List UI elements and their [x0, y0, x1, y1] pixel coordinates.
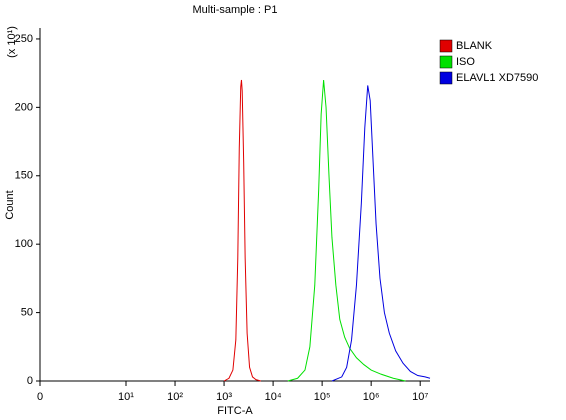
- legend-label: BLANK: [456, 40, 493, 52]
- x-tick-label: 10²: [167, 391, 183, 403]
- y-tick-label: 0: [27, 375, 33, 387]
- y-tick-label: 200: [15, 101, 33, 113]
- x-tick-label: 10¹: [118, 391, 134, 403]
- histogram-line: [287, 79, 406, 382]
- legend-label: ELAVL1 XD7590: [456, 72, 538, 84]
- histogram-line: [331, 85, 431, 382]
- x-tick-label: 10³: [216, 391, 232, 403]
- y-multiplier: (x 10¹): [6, 26, 18, 58]
- x-tick-label: 10⁶: [363, 391, 380, 403]
- legend-label: ISO: [456, 56, 475, 68]
- legend-swatch: [439, 39, 453, 53]
- legend-swatch: [439, 71, 453, 85]
- x-tick-label: 10⁷: [412, 391, 428, 403]
- x-axis-label: FITC-A: [217, 405, 253, 417]
- y-tick-label: 100: [15, 238, 33, 250]
- chart-title: Multi-sample : P1: [193, 4, 278, 16]
- y-tick-label: 150: [15, 170, 33, 182]
- y-tick-label: 250: [15, 33, 33, 45]
- histogram-line: [223, 79, 261, 382]
- x-tick-label: 10⁴: [265, 391, 282, 403]
- y-tick-label: 50: [21, 306, 33, 318]
- x-tick-label: 0: [37, 391, 43, 403]
- legend-swatch: [439, 55, 453, 69]
- y-axis-label: Count: [4, 190, 16, 219]
- x-tick-label: 10⁵: [314, 391, 331, 403]
